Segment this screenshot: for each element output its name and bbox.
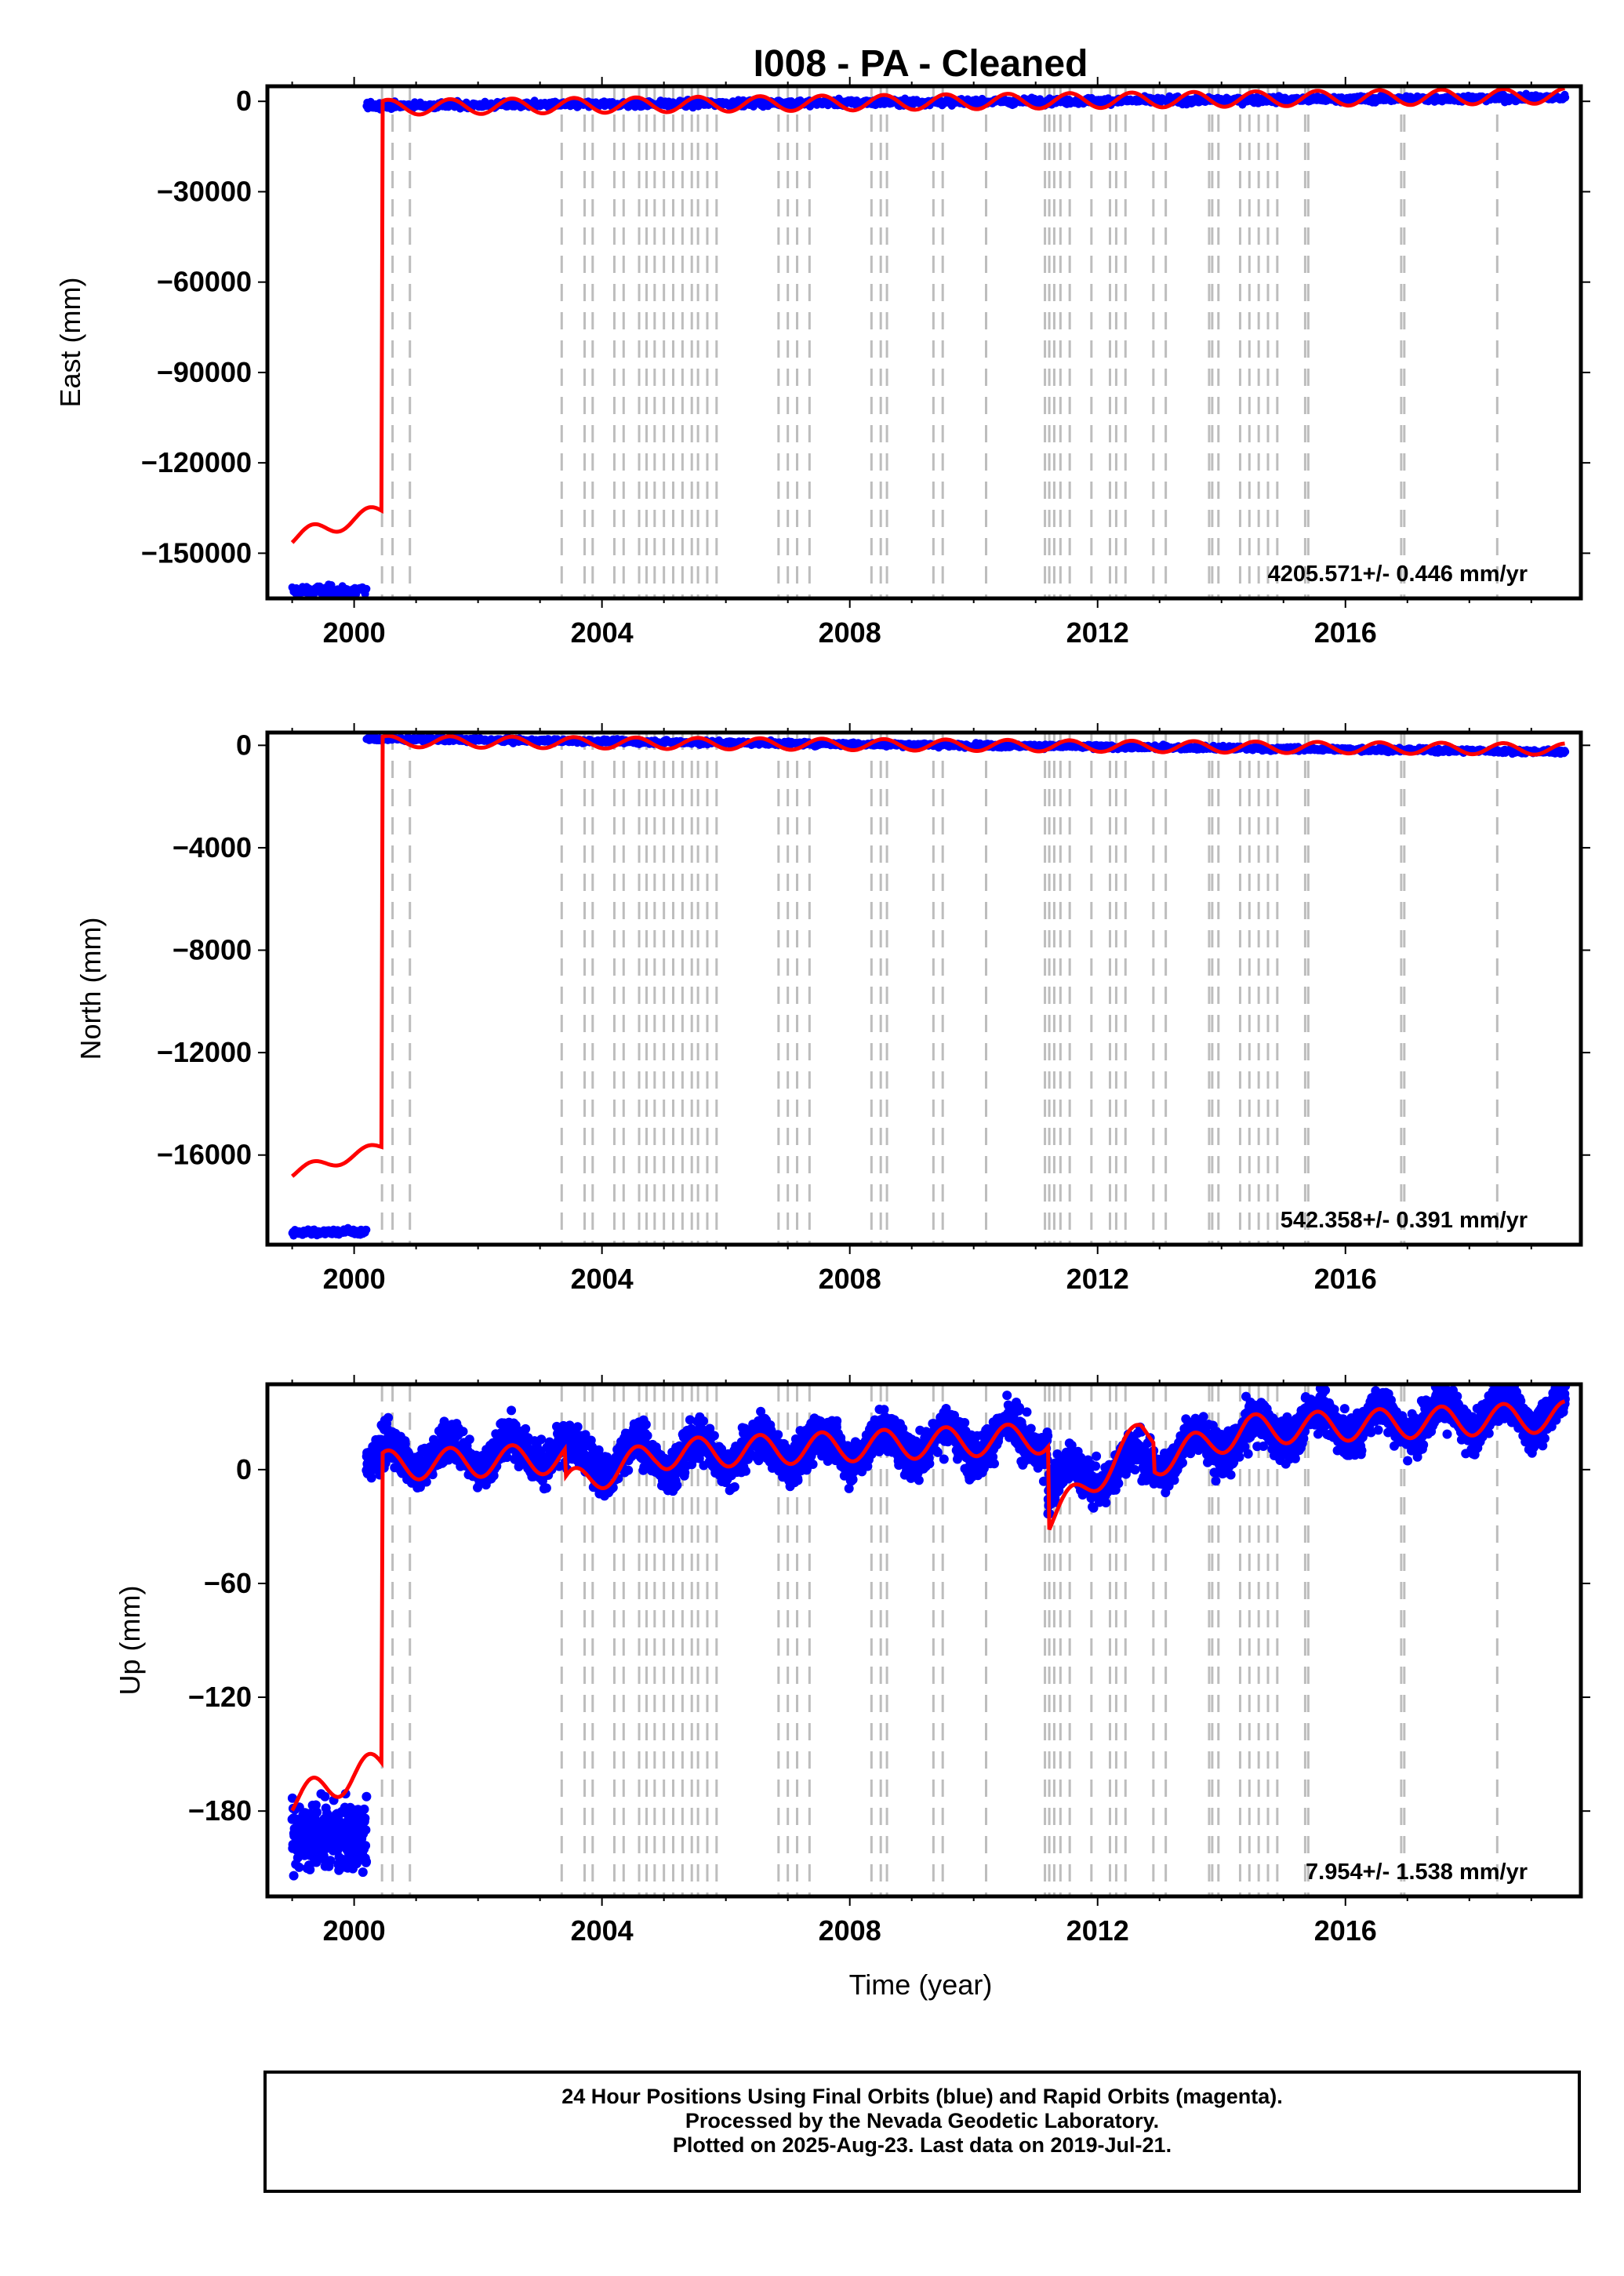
x-tick-label: 2004: [571, 616, 634, 649]
final-point: [325, 1856, 336, 1866]
y-tick-label: −30000: [157, 175, 252, 207]
x-tick-label: 2012: [1066, 616, 1129, 649]
plot-area: [288, 733, 1570, 1245]
y-tick-label: 0: [236, 729, 252, 761]
final-orbit-points: [287, 1384, 1571, 1881]
x-tick-label: 2004: [571, 1263, 634, 1295]
x-tick-label: 2008: [819, 616, 881, 649]
final-point: [361, 1825, 371, 1835]
x-tick-label: 2012: [1066, 1263, 1129, 1295]
plot-frame: [265, 84, 1583, 601]
final-point: [358, 1867, 368, 1878]
final-point: [287, 1793, 297, 1803]
panel-2: 2000 2004 2008 2012 2016 0 −4000 −8000 −12000 −16…: [74, 723, 1590, 1295]
y-tick-label: −4000: [173, 831, 252, 863]
final-point: [1561, 93, 1570, 102]
final-point: [383, 1413, 394, 1423]
final-point: [541, 1483, 551, 1493]
y-axis-title: East (mm): [54, 278, 86, 408]
y-tick-label: −12000: [157, 1036, 252, 1068]
plot-area: [288, 86, 1570, 598]
chart-title: I008 - PA - Cleaned: [754, 43, 1088, 85]
final-point: [359, 1804, 369, 1814]
final-point: [361, 1856, 372, 1867]
y-tick-label: −16000: [157, 1139, 252, 1171]
final-point: [320, 1791, 330, 1802]
model-curve: [291, 733, 1565, 1178]
x-tick-label: 2000: [323, 1263, 386, 1295]
final-point: [536, 1434, 547, 1445]
plot-frame: [265, 730, 1583, 1247]
final-point: [507, 1405, 517, 1416]
y-axis-title: North (mm): [74, 918, 107, 1060]
x-tick-label: 2000: [323, 616, 386, 649]
y-tick-label: −150000: [141, 536, 252, 569]
y-tick-label: 0: [236, 85, 252, 117]
x-tick-label: 2016: [1314, 1263, 1377, 1295]
final-point: [289, 1871, 299, 1881]
final-point: [318, 1851, 329, 1861]
final-point: [361, 1841, 371, 1851]
final-point: [458, 1427, 468, 1437]
final-orbit-points: [288, 733, 1570, 1240]
plot-area: [287, 1384, 1571, 1896]
final-point: [311, 1800, 321, 1810]
y-tick-label: −120000: [141, 446, 252, 478]
model-curve: [290, 86, 1565, 544]
final-point: [1561, 747, 1570, 756]
final-point: [361, 1791, 372, 1802]
y-tick-label: −90000: [157, 356, 252, 388]
final-point: [305, 1864, 315, 1874]
final-point: [464, 1434, 474, 1445]
final-point: [362, 1226, 371, 1234]
y-tick-label: −8000: [173, 934, 252, 966]
x-tick-label: 2008: [819, 1263, 881, 1295]
rate-label: 4205.571+/- 0.446 mm/yr: [1268, 562, 1528, 587]
final-point: [312, 1807, 322, 1817]
final-point: [521, 1423, 531, 1434]
final-point: [360, 1813, 370, 1823]
rate-label: 542.358+/- 0.391 mm/yr: [1281, 1208, 1528, 1233]
final-point: [366, 1473, 376, 1483]
final-point: [294, 1862, 304, 1872]
y-tick-label: −60000: [157, 266, 252, 298]
final-point: [362, 584, 371, 593]
x-tick-label: 2016: [1314, 616, 1377, 649]
final-orbit-points: [288, 89, 1570, 598]
panel-1: 2000 2004 2008 2012 2016 0 −30000 −60000 −90000 −…: [54, 77, 1590, 649]
